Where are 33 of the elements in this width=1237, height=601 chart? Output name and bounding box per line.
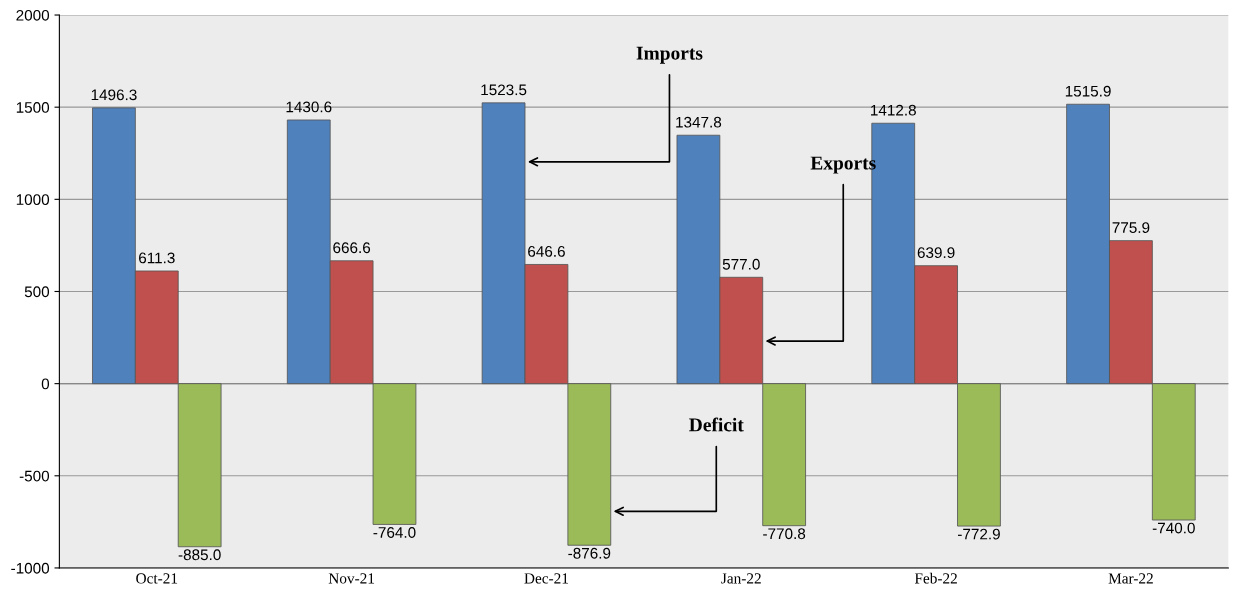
- data-label: 775.9: [1112, 222, 1150, 234]
- data-label: 611.3: [139, 252, 175, 264]
- y-tick-label: 0: [41, 378, 50, 390]
- x-tick-label: Jan-22: [721, 573, 761, 584]
- data-label: -876.9: [568, 547, 611, 559]
- x-tick-label: Feb-22: [914, 572, 957, 584]
- data-label: 1496.3: [91, 89, 137, 101]
- data-label: 1347.8: [676, 116, 722, 128]
- data-label: 1430.6: [286, 101, 332, 113]
- data-label: -764.0: [373, 527, 416, 538]
- x-tick-label: Dec-21: [524, 573, 569, 584]
- y-tick-label: -500: [19, 470, 50, 482]
- data-label: 577.0: [722, 258, 760, 270]
- series-label: Deficit: [689, 417, 744, 432]
- data-label: 639.9: [917, 247, 955, 259]
- text: Imports: [636, 46, 703, 64]
- data-label: -740.0: [1152, 522, 1195, 534]
- y-tick-label: 2000: [16, 9, 50, 21]
- data-label: 1515.9: [1065, 85, 1111, 97]
- data-label: 1523.5: [481, 84, 527, 96]
- y-tick-label: 1000: [16, 194, 50, 206]
- data-label: 666.6: [333, 242, 371, 254]
- data-label: -772.9: [957, 528, 1000, 540]
- data-label: -770.8: [763, 528, 806, 540]
- x-tick-label: Oct-21: [136, 573, 178, 584]
- data-label: 646.6: [528, 246, 565, 257]
- x-tick-label: Mar-22: [1108, 573, 1153, 584]
- x-tick-label: Nov-21: [328, 573, 375, 584]
- y-tick-label: 1500: [16, 102, 50, 113]
- data-label: 1412.8: [871, 104, 916, 116]
- y-tick-label: -1000: [11, 562, 50, 574]
- y-tick-label: 500: [24, 286, 50, 298]
- data-label: -885.0: [178, 549, 221, 561]
